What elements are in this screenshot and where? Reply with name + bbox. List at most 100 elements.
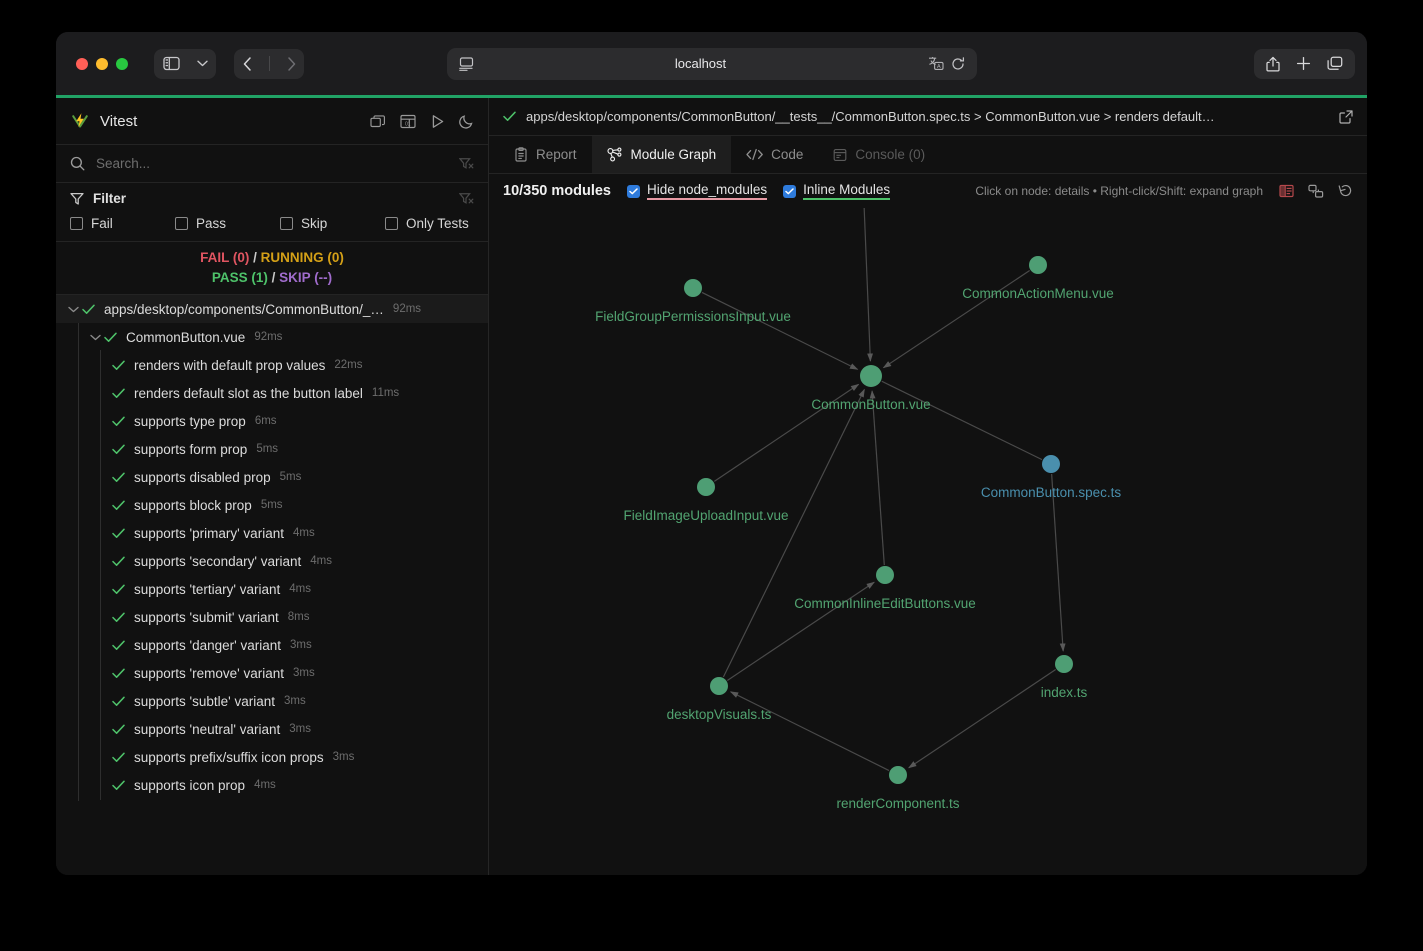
- graph-node[interactable]: [1029, 256, 1047, 274]
- graph-node[interactable]: [697, 478, 715, 496]
- tree-row-test[interactable]: supports type prop 6ms: [56, 406, 488, 437]
- tree-test-label: supports 'subtle' variant: [134, 693, 275, 709]
- graph-edge: [722, 388, 865, 678]
- plus-icon[interactable]: [1296, 56, 1311, 71]
- chevron-down-icon[interactable]: [68, 300, 82, 318]
- tree-row-test[interactable]: renders with default prop values 22ms: [56, 350, 488, 381]
- tree-row-test[interactable]: supports 'neutral' variant 3ms: [56, 714, 488, 745]
- filter-checkbox-skip[interactable]: Skip: [280, 216, 385, 231]
- zoom-window-button[interactable]: [116, 57, 128, 70]
- graph-node[interactable]: [684, 279, 702, 297]
- dashboard-icon[interactable]: 01: [400, 114, 416, 129]
- copy-icon[interactable]: [370, 114, 386, 129]
- graph-edge: [881, 380, 1043, 461]
- tree-row-test[interactable]: supports 'secondary' variant 4ms: [56, 546, 488, 577]
- back-arrow-icon[interactable]: [243, 56, 252, 71]
- pass-check-icon: [112, 444, 125, 455]
- graph-node[interactable]: [1055, 655, 1073, 673]
- moon-icon[interactable]: [459, 114, 474, 129]
- tree-row-test[interactable]: supports 'subtle' variant 3ms: [56, 686, 488, 717]
- graph-node[interactable]: [889, 766, 907, 784]
- tree-row-test[interactable]: supports 'remove' variant 3ms: [56, 658, 488, 689]
- search-icon: [70, 156, 85, 171]
- tree-test-duration: 5ms: [279, 471, 302, 484]
- forward-arrow-icon[interactable]: [287, 56, 296, 71]
- checkbox-box[interactable]: [280, 217, 293, 230]
- url-bar-actions: A: [928, 56, 965, 71]
- open-external-icon[interactable]: [1339, 109, 1353, 124]
- search-input[interactable]: [96, 156, 459, 171]
- hide-node-modules-label: Hide node_modules: [647, 182, 768, 200]
- translate-icon[interactable]: A: [928, 56, 944, 71]
- checkbox-box[interactable]: [385, 217, 398, 230]
- tree-row-file[interactable]: apps/desktop/components/CommonButton/_… …: [56, 295, 488, 324]
- filter-checkbox-label: Fail: [91, 216, 113, 231]
- tree-row-test[interactable]: renders default slot as the button label…: [56, 378, 488, 409]
- main-panel: apps/desktop/components/CommonButton/__t…: [489, 98, 1367, 875]
- tree-test-label: renders with default prop values: [134, 357, 326, 373]
- checkbox-box[interactable]: [70, 217, 83, 230]
- graph-node[interactable]: [710, 677, 728, 695]
- tree-row-test[interactable]: supports 'danger' variant 3ms: [56, 630, 488, 661]
- tab-overview-icon[interactable]: [1327, 56, 1343, 71]
- tree-test-duration: 3ms: [283, 695, 306, 708]
- sidebar-toggle-group[interactable]: [154, 48, 216, 79]
- minimize-window-button[interactable]: [96, 57, 108, 70]
- test-counts-line-1: FAIL (0) / RUNNING (0): [56, 248, 488, 268]
- checkbox-checked-box[interactable]: [783, 184, 797, 198]
- play-icon[interactable]: [430, 114, 445, 129]
- inline-modules-checkbox[interactable]: Inline Modules: [783, 182, 891, 200]
- graph-node-label: FieldGroupPermissionsInput.vue: [595, 309, 791, 324]
- running-count-label: RUNNING: [260, 250, 324, 265]
- tree-row-test[interactable]: supports 'submit' variant 8ms: [56, 602, 488, 633]
- graph-layout-icon[interactable]: [1308, 184, 1324, 199]
- filter-checkbox-pass[interactable]: Pass: [175, 216, 280, 231]
- pass-check-icon: [112, 780, 125, 791]
- tree-row-test[interactable]: supports icon prop 4ms: [56, 770, 488, 801]
- hide-node-modules-checkbox[interactable]: Hide node_modules: [627, 182, 768, 200]
- chevron-down-icon[interactable]: [90, 328, 104, 346]
- tree-test-duration: 6ms: [254, 415, 277, 428]
- module-graph-canvas[interactable]: FieldGroupPermissionsInput.vue CommonActi…: [489, 208, 1367, 875]
- checkbox-box[interactable]: [175, 217, 188, 230]
- tree-test-label: supports block prop: [134, 497, 252, 513]
- tree-test-duration: 11ms: [371, 387, 400, 400]
- clear-filter-icon[interactable]: [459, 157, 474, 171]
- tree-row-test[interactable]: supports prefix/suffix icon props 3ms: [56, 742, 488, 773]
- chevron-down-icon[interactable]: [196, 60, 208, 67]
- close-window-button[interactable]: [76, 57, 88, 70]
- tree-row-test[interactable]: supports form prop 5ms: [56, 434, 488, 465]
- tree-row-test[interactable]: supports block prop 5ms: [56, 490, 488, 521]
- tab-code[interactable]: Code: [731, 136, 818, 173]
- graph-node-label: renderComponent.ts: [836, 796, 960, 811]
- graph-edge-layer: [701, 208, 1066, 772]
- url-bar[interactable]: localhost A: [446, 47, 977, 80]
- tree-row-suite[interactable]: CommonButton.vue 92ms: [56, 323, 488, 351]
- tab-module-graph[interactable]: Module Graph: [591, 136, 732, 173]
- pass-check-icon: [112, 472, 125, 483]
- reader-view-icon[interactable]: [458, 56, 474, 71]
- graph-node[interactable]: [860, 365, 882, 387]
- reset-icon[interactable]: [1338, 184, 1353, 198]
- graph-node-label: CommonActionMenu.vue: [962, 286, 1114, 301]
- url-text[interactable]: localhost: [674, 56, 727, 71]
- tree-test-label: supports icon prop: [134, 777, 246, 793]
- tab-console[interactable]: Console (0): [818, 136, 940, 173]
- panel-toggle-icon[interactable]: [1279, 184, 1294, 198]
- graph-tool-buttons: [1279, 184, 1353, 199]
- graph-node[interactable]: [1042, 455, 1060, 473]
- filter-checkbox-only-tests[interactable]: Only Tests: [385, 216, 469, 231]
- reload-icon[interactable]: [951, 56, 965, 71]
- filter-checkbox-fail[interactable]: Fail: [70, 216, 175, 231]
- checkbox-checked-box[interactable]: [627, 184, 640, 198]
- share-icon[interactable]: [1266, 56, 1280, 72]
- clear-filter-icon[interactable]: [459, 192, 474, 206]
- tree-row-test[interactable]: supports disabled prop 5ms: [56, 462, 488, 493]
- tree-row-test[interactable]: supports 'primary' variant 4ms: [56, 518, 488, 549]
- graph-node[interactable]: [876, 566, 894, 584]
- tree-test-label: supports 'primary' variant: [134, 525, 284, 541]
- graph-edge: [882, 270, 1031, 369]
- tree-row-test[interactable]: supports 'tertiary' variant 4ms: [56, 574, 488, 605]
- sidebar-icon[interactable]: [162, 56, 180, 71]
- tab-report[interactable]: Report: [499, 136, 592, 173]
